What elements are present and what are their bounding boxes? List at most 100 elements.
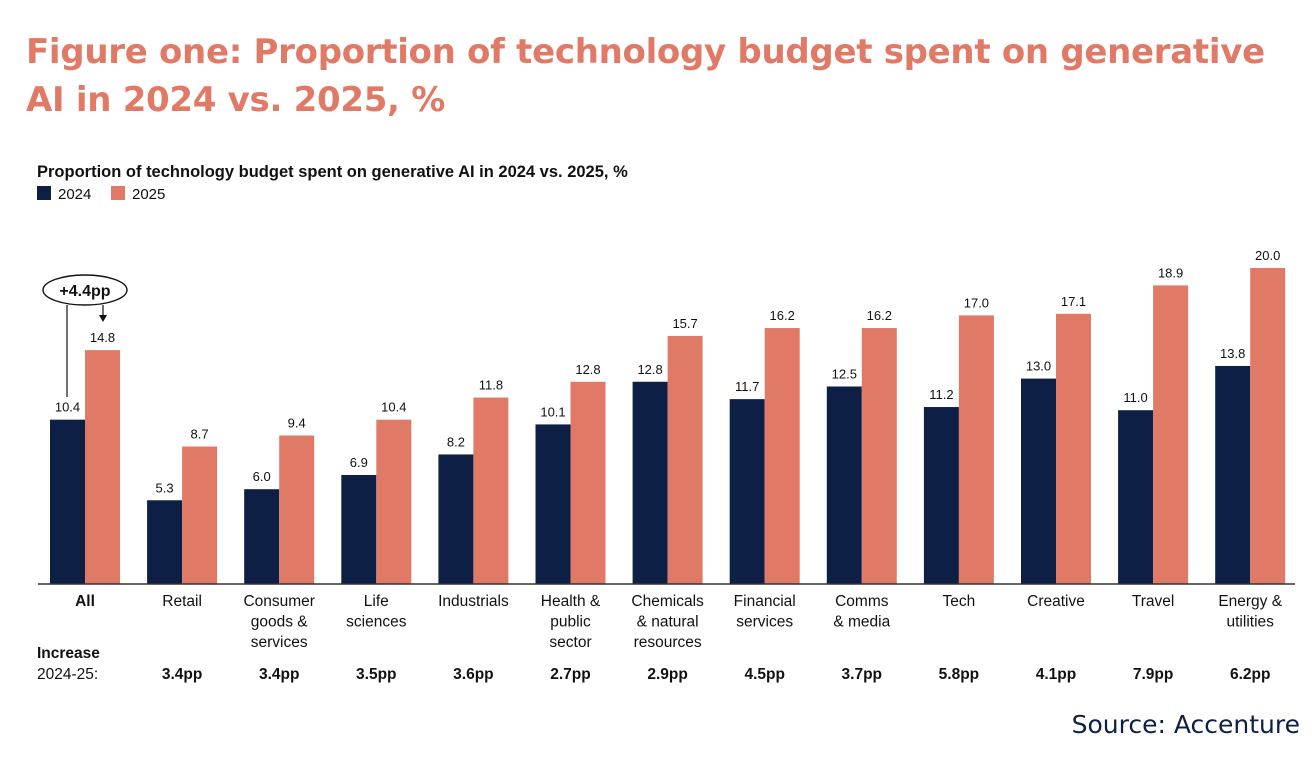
- bars-group: 10.4 5.3 6.0 6.9 8.2 10.1 12.8 11.7 12.5 11.2 13.0…: [50, 248, 1286, 584]
- legend-swatch-2025: [111, 186, 125, 200]
- annotation-arrow-icon: [99, 315, 107, 322]
- category-label-6: Chemicals & natural resources: [631, 593, 704, 651]
- category-label-line: public: [550, 614, 591, 631]
- category-label-line: Chemicals: [631, 593, 704, 610]
- category-label-4: Industrials: [438, 593, 509, 610]
- data-label-2024-12: 13.8: [1220, 346, 1245, 361]
- bar-2024-0: [50, 419, 85, 584]
- increase-value-5: 2.7pp: [550, 666, 590, 683]
- bar-2024-5: [535, 424, 571, 584]
- bar-2024-7: [729, 399, 765, 584]
- bar-2025-0: [85, 350, 120, 584]
- data-label-2025-1: 8.7: [191, 427, 209, 442]
- increase-value-12: 6.2pp: [1230, 666, 1270, 683]
- category-label-7: Financial services: [734, 593, 796, 631]
- bar-2024-6: [632, 381, 668, 584]
- legend-label-2024: 2024: [58, 186, 91, 203]
- bar-2025-6: [667, 335, 703, 584]
- data-label-2025-3: 10.4: [381, 400, 406, 415]
- category-label-8: Comms & media: [833, 593, 890, 631]
- data-label-2025-10: 17.1: [1061, 294, 1086, 309]
- increase-value-10: 4.1pp: [1036, 666, 1076, 683]
- increase-header: Increase 2024-25:: [37, 645, 100, 683]
- bar-2025-1: [182, 446, 218, 584]
- legend-label-2025: 2025: [132, 186, 165, 203]
- increase-annotation: +4.4pp: [42, 274, 128, 397]
- bar-2025-5: [570, 381, 606, 584]
- category-label-line: services: [736, 614, 793, 631]
- increase-row: Increase 2024-25: 3.4pp 3.4pp 3.5pp 3.6pp 2.7p…: [37, 645, 1270, 683]
- bar-2025-9: [958, 315, 994, 584]
- increase-header-line: 2024-25:: [37, 666, 98, 683]
- category-label-line: sector: [549, 634, 591, 651]
- data-label-2024-3: 6.9: [350, 455, 368, 470]
- increase-value-11: 7.9pp: [1133, 666, 1173, 683]
- category-label-line: goods &: [251, 614, 309, 631]
- category-label-line: Industrials: [438, 593, 509, 610]
- increase-header-line: Increase: [37, 645, 100, 662]
- category-label-11: Travel: [1132, 593, 1175, 610]
- category-label-0: All: [75, 593, 95, 610]
- data-label-2024-5: 10.1: [540, 404, 565, 419]
- bar-2024-10: [1021, 378, 1056, 584]
- data-label-2024-10: 13.0: [1026, 359, 1051, 374]
- category-label-line: Consumer: [243, 593, 315, 610]
- bar-2024-2: [244, 489, 280, 584]
- data-label-2025-7: 16.2: [770, 308, 795, 323]
- bar-2025-11: [1153, 285, 1189, 584]
- category-label-1: Retail: [162, 593, 202, 610]
- annotation-ellipse: [42, 274, 128, 306]
- category-labels: All Retail Consumer goods & services Life scie…: [75, 593, 1283, 651]
- increase-value-8: 3.7pp: [842, 666, 882, 683]
- category-label-line: Creative: [1027, 593, 1085, 610]
- data-label-2024-9: 11.2: [929, 387, 953, 402]
- bar-2025-3: [376, 419, 412, 584]
- category-label-line: Financial: [734, 593, 796, 610]
- category-label-line: All: [75, 593, 95, 610]
- bar-2024-8: [826, 386, 862, 584]
- bar-2025-2: [279, 435, 315, 584]
- category-label-line: Energy &: [1218, 593, 1282, 610]
- category-label-9: Tech: [943, 593, 976, 610]
- bar-2024-12: [1215, 365, 1251, 584]
- data-label-2025-4: 11.8: [479, 378, 503, 393]
- category-label-line: Travel: [1132, 593, 1175, 610]
- category-label-line: Health &: [541, 593, 601, 610]
- increase-value-2: 3.4pp: [259, 666, 299, 683]
- legend-swatch-2024: [37, 186, 51, 200]
- data-label-2025-0: 14.8: [90, 330, 115, 345]
- bar-2024-9: [923, 407, 959, 584]
- bar-2024-1: [147, 500, 183, 584]
- annotation-label: +4.4pp: [59, 283, 110, 300]
- data-label-2025-2: 9.4: [288, 415, 306, 430]
- data-label-2025-6: 15.7: [672, 316, 697, 331]
- data-label-2025-12: 20.0: [1255, 248, 1280, 263]
- category-label-line: & natural: [637, 614, 699, 631]
- data-label-2024-6: 12.8: [637, 362, 662, 377]
- category-label-line: services: [251, 634, 308, 651]
- increase-value-9: 5.8pp: [939, 666, 979, 683]
- page-title: Figure one: Proportion of technology bud…: [26, 32, 1265, 120]
- data-label-2024-11: 11.0: [1123, 390, 1147, 405]
- bar-2025-10: [1056, 313, 1091, 584]
- bar-2024-3: [341, 474, 377, 584]
- data-label-2024-0: 10.4: [55, 400, 80, 415]
- data-label-2024-8: 12.5: [832, 367, 857, 382]
- increase-value-6: 2.9pp: [647, 666, 687, 683]
- bar-2025-7: [764, 328, 800, 584]
- category-label-5: Health & public sector: [541, 593, 601, 651]
- category-label-3: Life sciences: [346, 593, 407, 631]
- source-credit: Source: Accenture: [1071, 710, 1300, 739]
- increase-value-3: 3.5pp: [356, 666, 396, 683]
- increase-value-4: 3.6pp: [453, 666, 493, 683]
- category-label-line: resources: [634, 634, 702, 651]
- bar-2024-4: [438, 454, 474, 584]
- bar-2025-4: [473, 397, 509, 584]
- category-label-2: Consumer goods & services: [243, 593, 315, 651]
- category-label-line: Tech: [943, 593, 976, 610]
- category-label-12: Energy & utilities: [1218, 593, 1282, 631]
- data-label-2024-1: 5.3: [156, 480, 174, 495]
- category-label-line: utilities: [1227, 614, 1275, 631]
- category-label-line: Life: [364, 593, 389, 610]
